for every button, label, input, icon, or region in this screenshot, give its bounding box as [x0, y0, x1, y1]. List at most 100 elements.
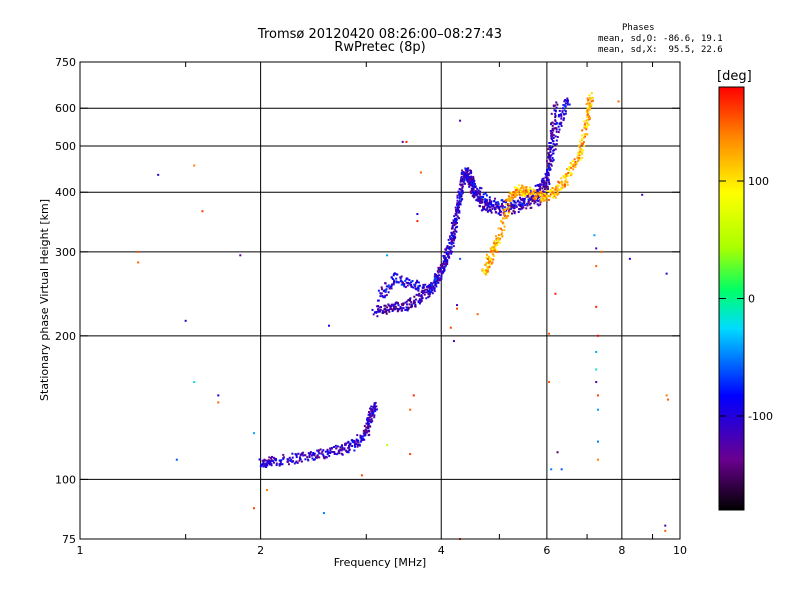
- data-point: [518, 188, 521, 191]
- y-tick-label: 300: [55, 246, 76, 259]
- data-point: [553, 195, 556, 198]
- data-point: [380, 292, 383, 295]
- data-point: [278, 464, 281, 467]
- data-point: [385, 309, 388, 312]
- data-point: [548, 195, 551, 198]
- data-point: [357, 439, 360, 442]
- data-point: [455, 217, 458, 220]
- data-point: [479, 186, 482, 189]
- data-point: [312, 452, 315, 455]
- data-point: [540, 198, 543, 201]
- data-point: [500, 233, 503, 236]
- data-point: [322, 454, 325, 457]
- data-point: [384, 282, 387, 285]
- data-point: [263, 458, 266, 461]
- data-point: [529, 186, 532, 189]
- data-point: [400, 280, 403, 283]
- data-point: [595, 247, 598, 250]
- data-point: [566, 99, 569, 102]
- data-point: [450, 243, 453, 246]
- data-point: [556, 187, 559, 190]
- data-point: [353, 442, 356, 445]
- data-point: [473, 179, 476, 182]
- data-point: [374, 401, 377, 404]
- data-point: [486, 257, 489, 260]
- data-point: [435, 273, 438, 276]
- data-point: [490, 262, 493, 265]
- data-point: [418, 302, 421, 305]
- data-point: [452, 230, 455, 233]
- data-point: [553, 127, 556, 130]
- data-point: [478, 200, 481, 203]
- data-point: [363, 429, 366, 432]
- data-point: [422, 292, 425, 295]
- data-point: [380, 288, 383, 291]
- data-point: [477, 199, 480, 202]
- data-point: [518, 201, 521, 204]
- data-point: [502, 208, 505, 211]
- data-point: [459, 257, 462, 260]
- data-point: [513, 205, 516, 208]
- data-point: [487, 255, 490, 258]
- data-point: [430, 287, 433, 290]
- data-point: [424, 283, 427, 286]
- data-point: [433, 279, 436, 282]
- data-point: [327, 451, 330, 454]
- data-point: [490, 211, 493, 214]
- data-point: [442, 270, 445, 273]
- data-point: [269, 462, 272, 465]
- data-point: [404, 301, 407, 304]
- data-point: [578, 154, 581, 157]
- data-point: [543, 194, 546, 197]
- data-point: [590, 104, 593, 107]
- data-point: [381, 311, 384, 314]
- data-point: [491, 249, 494, 252]
- data-point: [493, 254, 496, 257]
- data-point: [366, 425, 369, 428]
- data-point: [546, 187, 549, 190]
- y-axis-label: Stationary phase Virtual Height [km]: [38, 199, 51, 401]
- data-point: [263, 463, 266, 466]
- data-point: [438, 277, 441, 280]
- data-point: [353, 444, 356, 447]
- data-point: [451, 225, 454, 228]
- data-point: [416, 279, 419, 282]
- data-point: [569, 161, 572, 164]
- data-point: [508, 203, 511, 206]
- data-point: [527, 190, 530, 193]
- data-point: [405, 278, 408, 281]
- data-point: [452, 219, 455, 222]
- data-point: [480, 201, 483, 204]
- data-point: [454, 206, 457, 209]
- data-point: [553, 149, 556, 152]
- data-point: [497, 227, 500, 230]
- data-point: [487, 261, 490, 264]
- data-point: [448, 241, 451, 244]
- data-point: [517, 211, 520, 214]
- data-point: [420, 294, 423, 297]
- data-point: [557, 180, 560, 183]
- data-point: [493, 240, 496, 243]
- data-point: [369, 407, 372, 410]
- data-point: [563, 174, 566, 177]
- data-point: [486, 206, 489, 209]
- data-point: [343, 447, 346, 450]
- data-point: [496, 239, 499, 242]
- data-point: [465, 168, 468, 171]
- data-point: [498, 207, 501, 210]
- data-point: [485, 208, 488, 211]
- data-point: [287, 463, 290, 466]
- data-point: [551, 135, 554, 138]
- data-point: [447, 238, 450, 241]
- data-point: [551, 146, 554, 149]
- data-point: [547, 178, 550, 181]
- data-point: [290, 458, 293, 461]
- data-point: [541, 187, 544, 190]
- data-point: [548, 183, 551, 186]
- data-point: [525, 192, 528, 195]
- data-point: [466, 169, 469, 172]
- data-point: [493, 208, 496, 211]
- data-point: [564, 176, 567, 179]
- data-point: [393, 272, 396, 275]
- data-point: [455, 210, 458, 213]
